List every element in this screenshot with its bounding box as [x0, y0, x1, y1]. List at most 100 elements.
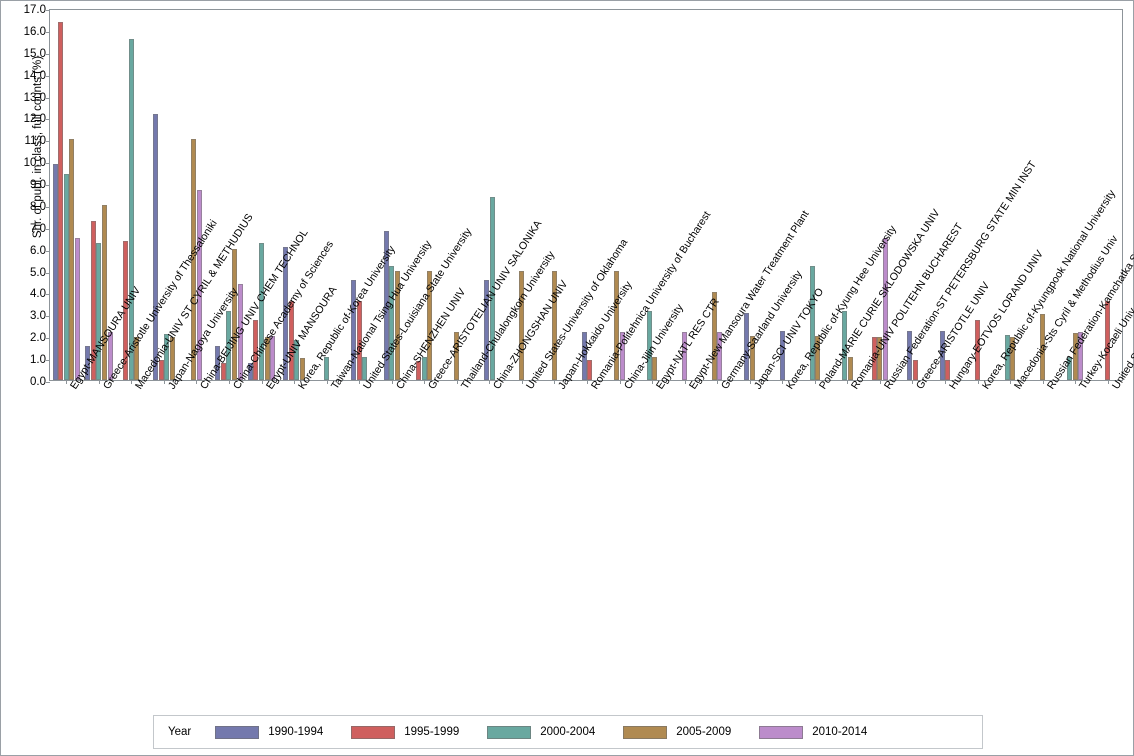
x-tick-mark [945, 380, 946, 384]
bar-group [571, 10, 604, 380]
bar-group [506, 10, 539, 380]
bar [614, 270, 620, 380]
bar [711, 292, 717, 380]
bar [1004, 335, 1010, 380]
bar [362, 357, 368, 380]
y-tick-label: 16.0 [23, 25, 46, 38]
bar [416, 360, 422, 380]
x-tick-mark [261, 380, 263, 384]
bar [421, 357, 427, 380]
bar-group [538, 10, 571, 380]
x-tick-mark [1010, 380, 1012, 384]
bar [232, 248, 238, 380]
legend-entry[interactable]: 2010-2014 [759, 725, 868, 739]
y-tick-label: 15.0 [23, 47, 46, 60]
y-tick-label: 2.0 [30, 332, 46, 345]
legend-entry[interactable]: 1995-1999 [351, 725, 459, 739]
bar-group [343, 10, 376, 380]
legend-entry[interactable]: 1990-1994 [215, 725, 324, 739]
bar [74, 237, 80, 380]
legend-label: 2010-2014 [812, 726, 868, 738]
y-tick-mark [46, 185, 50, 187]
bar-group [408, 10, 441, 380]
bar-group [864, 10, 897, 380]
bar [85, 346, 91, 380]
legend-swatch [623, 725, 668, 739]
legend-entry[interactable]: 2000-2004 [487, 725, 596, 739]
y-tick-label: 0.0 [30, 376, 46, 388]
bar [288, 300, 294, 380]
bar [877, 337, 883, 380]
legend-label: 2000-2004 [540, 726, 596, 738]
bar [815, 336, 821, 380]
bar [882, 237, 888, 380]
bar [489, 197, 495, 380]
bar-group [929, 10, 962, 380]
y-tick-label: 17.0 [23, 4, 46, 16]
y-tick-label: 4.0 [30, 288, 46, 301]
y-tick-label: 12.0 [23, 113, 46, 126]
x-tick-mark [847, 380, 849, 384]
bar-group [766, 10, 799, 380]
y-tick-label: 14.0 [23, 69, 46, 82]
y-tick-mark [46, 10, 50, 11]
bar-group [701, 10, 734, 380]
bar [237, 283, 243, 380]
y-tick-mark [46, 316, 50, 318]
bar [750, 336, 756, 380]
bar [1078, 331, 1084, 380]
bar [871, 337, 877, 380]
bar [299, 358, 305, 380]
x-tick-mark [98, 380, 100, 384]
x-tick-mark [456, 380, 458, 384]
bar [264, 337, 270, 380]
y-tick-mark [46, 272, 50, 274]
x-tick-mark [424, 380, 426, 384]
bar [169, 336, 175, 380]
y-tick-label: 6.0 [30, 244, 46, 257]
legend-entry[interactable]: 2005-2009 [623, 725, 732, 739]
bar-group [831, 10, 864, 380]
x-tick-mark [814, 380, 816, 384]
y-tick-label: 10.0 [23, 157, 46, 170]
bar-group [961, 10, 994, 380]
bar [389, 266, 395, 380]
y-tick-mark [46, 97, 50, 99]
bar-group [148, 10, 181, 380]
x-tick-mark [652, 380, 654, 384]
bar [945, 360, 951, 380]
bar-layer [50, 10, 1122, 380]
x-tick-mark [1042, 380, 1044, 384]
plot-area: 0.0 1.0 2.0 3.0 4.0 5.0 6.0 7.0 8.0 9.0 10.0 11.0 12… [24, 4, 1123, 388]
legend-label: 2005-2009 [676, 726, 732, 738]
legend-title: Year [168, 726, 192, 738]
y-tick-mark [46, 163, 50, 165]
bar [294, 339, 300, 380]
x-tick-mark [912, 380, 914, 384]
bar [484, 280, 490, 380]
bar-group [375, 10, 408, 380]
x-tick-mark [684, 380, 686, 384]
bar [215, 346, 221, 380]
x-tick-mark [717, 380, 719, 384]
legend-label: 1990-1994 [268, 726, 324, 738]
bar-group [245, 10, 278, 380]
bar [152, 114, 158, 380]
bar-group [180, 10, 213, 380]
legend-swatch [487, 725, 532, 739]
bar [220, 362, 226, 380]
bar [164, 334, 170, 380]
bar-group [733, 10, 766, 380]
x-tick-mark [749, 380, 751, 384]
y-tick-mark [46, 206, 50, 208]
x-tick-mark [977, 380, 979, 384]
bar-group [636, 10, 669, 380]
bar [259, 243, 265, 380]
bar [975, 320, 981, 380]
bar [744, 313, 750, 380]
bar [779, 330, 785, 380]
bar [587, 360, 593, 380]
bar [809, 266, 815, 380]
y-tick-label: 9.0 [30, 179, 46, 192]
x-tick-mark [163, 380, 165, 384]
